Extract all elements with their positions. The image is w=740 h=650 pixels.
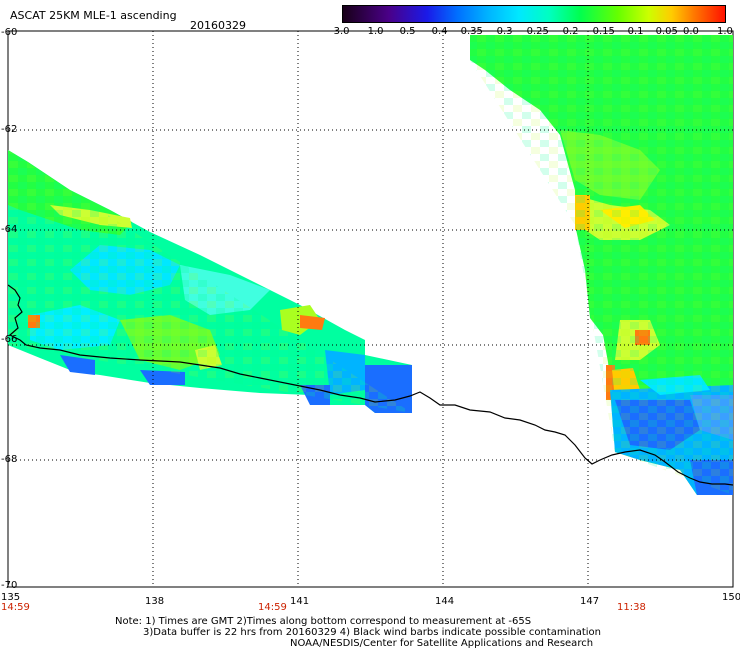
lat-label: -70 [1, 580, 18, 591]
note-line-3: NOAA/NESDIS/Center for Satellite Applica… [290, 638, 594, 649]
product-date: 20160329 [190, 19, 246, 32]
coastline [7, 284, 734, 486]
note-line-1: Note: 1) Times are GMT 2)Times along bot… [115, 616, 532, 627]
lat-label: -64 [1, 224, 18, 235]
lat-label: -66 [1, 334, 18, 345]
lon-label: 147 [580, 596, 600, 607]
lon-label: 138 [145, 596, 165, 607]
lat-label: -62 [1, 124, 18, 135]
time-label: 14:59 [1, 602, 30, 613]
note-line-2: 3)Data buffer is 22 hrs from 20160329 4)… [143, 627, 601, 638]
right-swath [470, 35, 733, 495]
time-label: 11:38 [617, 602, 646, 613]
product-title: ASCAT 25KM MLE-1 ascending [10, 9, 177, 22]
graticule [8, 31, 733, 587]
lat-label: -68 [1, 454, 18, 465]
lon-label: 144 [435, 596, 455, 607]
colorbar [342, 5, 726, 23]
time-label: 14:59 [258, 602, 287, 613]
left-swath [8, 150, 412, 413]
lon-label: 141 [290, 596, 310, 607]
lon-label: 150 [722, 592, 740, 603]
lon-label: 135 [1, 592, 21, 603]
lat-label: -60 [1, 27, 18, 38]
